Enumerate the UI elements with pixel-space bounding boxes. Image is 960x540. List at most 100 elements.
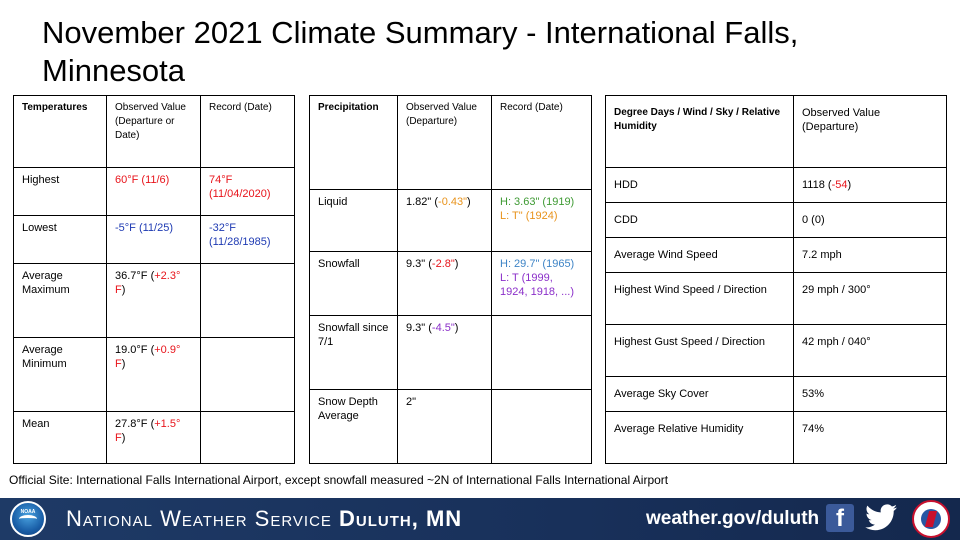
table-row: Highest Wind Speed / Direction 29 mph / …: [605, 272, 947, 325]
precipitation-table: Precipitation Observed Value (Departure)…: [309, 95, 592, 464]
record-value: [200, 263, 295, 338]
observed-value: 9.3" (-2.8"): [397, 251, 492, 316]
table-row: Average Relative Humidity 74%: [605, 411, 947, 464]
table-header-row: Degree Days / Wind / Sky / Relative Humi…: [605, 95, 947, 168]
nws-org-name: National Weather Service: [66, 506, 340, 531]
noaa-bird-icon: [19, 515, 37, 523]
row-label: Snowfall since 7/1: [309, 315, 398, 390]
departure-value: -54: [831, 179, 848, 191]
row-label: Mean: [13, 411, 107, 464]
observed-value: 74%: [793, 411, 947, 464]
twitter-icon[interactable]: [864, 504, 898, 532]
row-label: Highest: [13, 167, 107, 216]
observed-value: 9.3" (-4.5"): [397, 315, 492, 390]
precipitation-header: Precipitation: [309, 95, 398, 190]
departure-value: -0.43": [438, 196, 468, 208]
record-value: [200, 411, 295, 464]
table-row: Snowfall since 7/1 9.3" (-4.5"): [309, 315, 592, 390]
paren-close: ): [467, 196, 471, 208]
table-row: Average Maximum 36.7°F (+2.3° F): [13, 263, 295, 338]
degree-days-header: Degree Days / Wind / Sky / Relative Humi…: [605, 95, 794, 168]
observed-number: 27.8°F (: [115, 418, 155, 430]
row-label: Highest Wind Speed / Direction: [605, 272, 794, 325]
record-value: [491, 315, 592, 390]
record-value: [491, 389, 592, 464]
observed-number: 1118 (: [802, 179, 832, 191]
observed-value: 2": [397, 389, 492, 464]
paren-close: ): [121, 284, 126, 296]
row-label: Average Maximum: [13, 263, 107, 338]
observed-header: Observed Value (Departure or Date): [106, 95, 201, 168]
degree-days-table: Degree Days / Wind / Sky / Relative Humi…: [605, 95, 947, 464]
nws-footer-banner: NOAA National Weather Service Duluth, MN…: [0, 498, 960, 540]
official-site-note: Official Site: International Falls Inter…: [9, 473, 669, 487]
paren-close: ): [454, 322, 459, 334]
noaa-logo-label: NOAA: [20, 509, 36, 515]
departure-value: +0.9° F: [115, 344, 181, 370]
observed-value: 27.8°F (+1.5° F): [106, 411, 201, 464]
observed-value: 36.7°F (+2.3° F): [106, 263, 201, 338]
observed-number: 36.7°F (: [115, 270, 155, 282]
observed-header: Observed Value (Departure): [793, 95, 947, 168]
table-row: Average Sky Cover 53%: [605, 376, 947, 412]
page-title: November 2021 Climate Summary - Internat…: [42, 15, 799, 88]
row-label: Lowest: [13, 215, 107, 264]
observed-value: 19.0°F (+0.9° F): [106, 337, 201, 412]
nws-office-location: Duluth, MN: [339, 506, 463, 531]
row-label: Snowfall: [309, 251, 398, 316]
observed-value: 0 (0): [793, 202, 947, 238]
table-row: Average Minimum 19.0°F (+0.9° F): [13, 337, 295, 412]
table-row: Mean 27.8°F (+1.5° F): [13, 411, 295, 464]
observed-number: 9.3" (: [406, 258, 432, 270]
observed-value: 1118 (-54): [793, 167, 947, 203]
record-high: H: 3.63" (1919): [500, 196, 575, 208]
row-label: Average Wind Speed: [605, 237, 794, 273]
departure-value: +2.3° F: [115, 270, 181, 296]
row-label: Average Sky Cover: [605, 376, 794, 412]
row-label: Highest Gust Speed / Direction: [605, 324, 794, 377]
paren-close: ): [121, 358, 126, 370]
facebook-icon[interactable]: f: [826, 504, 854, 532]
table-row: Average Wind Speed 7.2 mph: [605, 237, 947, 273]
noaa-logo-icon: NOAA: [10, 501, 46, 537]
observed-number: 9.3" (: [406, 322, 432, 334]
record-high: H: 29.7" (1965): [500, 258, 575, 270]
observed-value: -5°F (11/25): [106, 215, 201, 264]
table-row: CDD 0 (0): [605, 202, 947, 238]
row-label: Snow Depth Average: [309, 389, 398, 464]
observed-value: 53%: [793, 376, 947, 412]
table-row: Snowfall 9.3" (-2.8") H: 29.7" (1965) L: …: [309, 251, 592, 316]
record-header: Record (Date): [200, 95, 295, 168]
table-row: Lowest -5°F (11/25) -32°F (11/28/1985): [13, 215, 295, 264]
temperatures-header: Temperatures: [13, 95, 107, 168]
observed-header: Observed Value (Departure): [397, 95, 492, 190]
observed-value: 1.82" (-0.43"): [397, 189, 492, 252]
row-label: CDD: [605, 202, 794, 238]
record-low: L: T (1999, 1924, 1918, ...): [500, 272, 574, 298]
paren-close: ): [847, 179, 852, 191]
observed-value: 29 mph / 300°: [793, 272, 947, 325]
website-link[interactable]: weather.gov/duluth: [646, 508, 820, 529]
temperatures-table: Temperatures Observed Value (Departure o…: [13, 95, 295, 464]
table-row: Highest Gust Speed / Direction 42 mph / …: [605, 324, 947, 377]
table-row: Liquid 1.82" (-0.43") H: 3.63" (1919) L: …: [309, 189, 592, 252]
record-value: [200, 337, 295, 412]
departure-value: +1.5° F: [115, 418, 181, 444]
table-row: Snow Depth Average 2": [309, 389, 592, 464]
record-value: 74°F (11/04/2020): [200, 167, 295, 216]
record-value: H: 29.7" (1965) L: T (1999, 1924, 1918, .…: [491, 251, 592, 316]
row-label: Average Relative Humidity: [605, 411, 794, 464]
row-label: HDD: [605, 167, 794, 203]
departure-value: -2.8": [431, 258, 455, 270]
nws-logo-icon: [912, 500, 950, 538]
paren-close: ): [121, 432, 126, 444]
table-header-row: Precipitation Observed Value (Departure)…: [309, 95, 592, 190]
record-header: Record (Date): [491, 95, 592, 190]
table-row: HDD 1118 (-54): [605, 167, 947, 203]
table-row: Highest 60°F (11/6) 74°F (11/04/2020): [13, 167, 295, 216]
observed-value: 42 mph / 040°: [793, 324, 947, 377]
observed-number: 19.0°F (: [115, 344, 155, 356]
row-label: Liquid: [309, 189, 398, 252]
row-label: Average Minimum: [13, 337, 107, 412]
departure-value: -4.5": [431, 322, 455, 334]
